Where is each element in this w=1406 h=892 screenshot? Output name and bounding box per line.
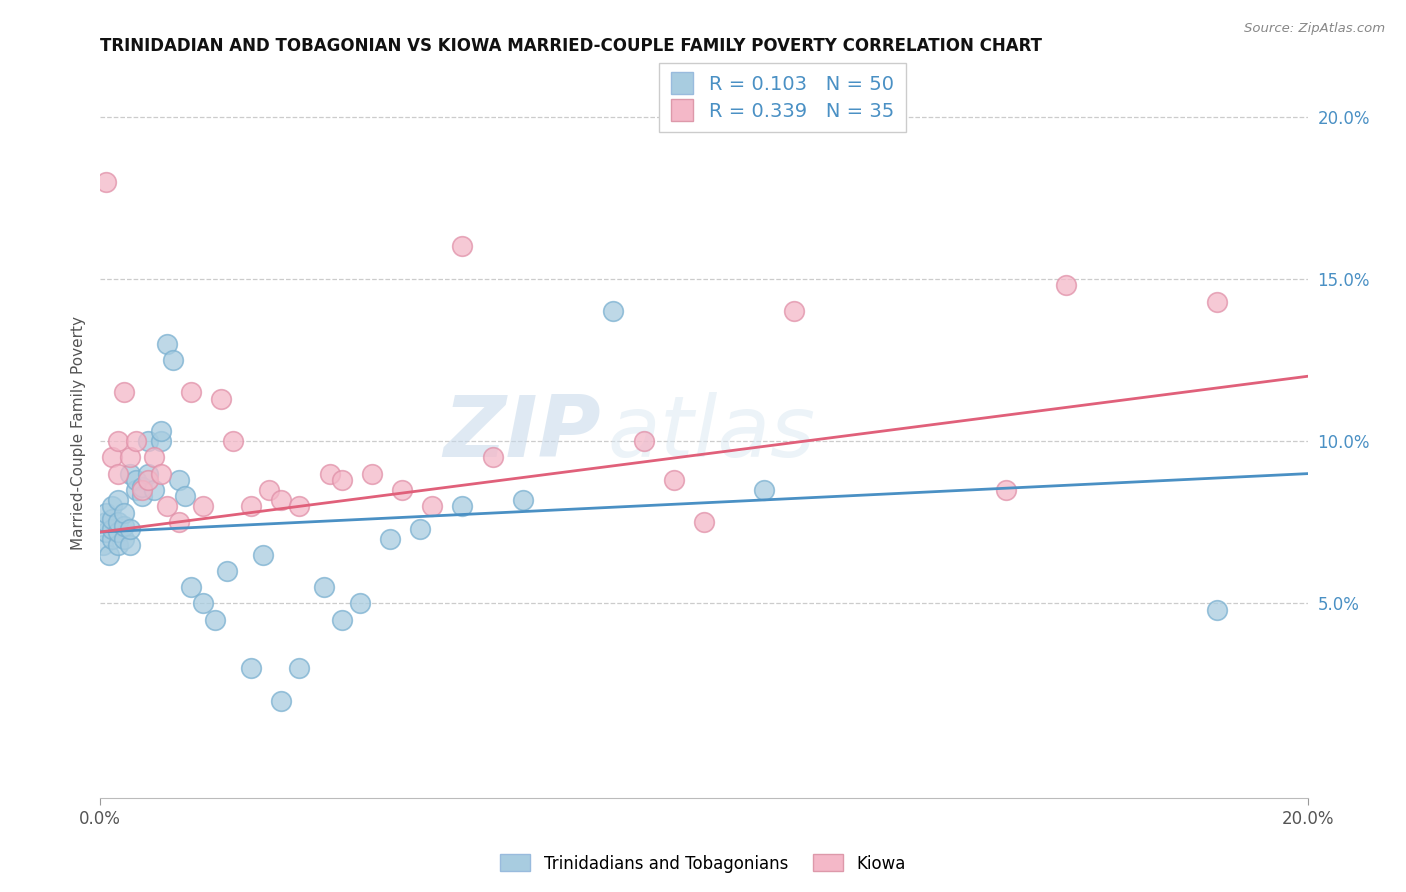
Point xyxy=(101,532,124,546)
Point xyxy=(288,661,311,675)
Point xyxy=(155,499,177,513)
Point xyxy=(167,473,190,487)
Point xyxy=(112,532,135,546)
Text: TRINIDADIAN AND TOBAGONIAN VS KIOWA MARRIED-COUPLE FAMILY POVERTY CORRELATION CH: TRINIDADIAN AND TOBAGONIAN VS KIOWA MARR… xyxy=(100,37,1042,55)
Y-axis label: Married-Couple Family Poverty: Married-Couple Family Poverty xyxy=(72,316,86,550)
Point xyxy=(257,483,280,497)
Point xyxy=(288,499,311,513)
Point xyxy=(101,522,124,536)
Point xyxy=(155,336,177,351)
Point xyxy=(1054,278,1077,293)
Point xyxy=(693,516,716,530)
Point xyxy=(112,506,135,520)
Point xyxy=(120,538,142,552)
Point xyxy=(91,538,114,552)
Point xyxy=(96,524,118,539)
Text: Source: ZipAtlas.com: Source: ZipAtlas.com xyxy=(1244,22,1385,36)
Point xyxy=(1206,294,1229,309)
Point xyxy=(409,522,432,536)
Point xyxy=(633,434,655,449)
Point xyxy=(131,489,153,503)
Point xyxy=(420,499,443,513)
Point xyxy=(330,613,353,627)
Point xyxy=(112,518,135,533)
Point xyxy=(783,304,806,318)
Point xyxy=(391,483,413,497)
Point xyxy=(162,353,184,368)
Point xyxy=(143,450,166,465)
Point xyxy=(754,483,776,497)
Point xyxy=(138,467,160,481)
Point xyxy=(270,492,292,507)
Point xyxy=(125,473,148,487)
Point xyxy=(240,499,263,513)
Point xyxy=(107,524,129,539)
Point xyxy=(101,512,124,526)
Point xyxy=(149,467,172,481)
Point xyxy=(120,522,142,536)
Point xyxy=(149,425,172,439)
Point xyxy=(330,473,353,487)
Point xyxy=(143,483,166,497)
Point xyxy=(222,434,245,449)
Point xyxy=(112,385,135,400)
Point xyxy=(107,538,129,552)
Point xyxy=(204,613,226,627)
Point xyxy=(270,694,292,708)
Point xyxy=(107,492,129,507)
Point xyxy=(107,516,129,530)
Point xyxy=(360,467,382,481)
Point xyxy=(96,516,118,530)
Point xyxy=(125,434,148,449)
Point xyxy=(180,385,202,400)
Point xyxy=(451,499,474,513)
Point xyxy=(120,450,142,465)
Point xyxy=(101,450,124,465)
Point xyxy=(96,506,118,520)
Point xyxy=(125,483,148,497)
Text: atlas: atlas xyxy=(607,392,815,475)
Point xyxy=(662,473,685,487)
Point xyxy=(378,532,401,546)
Point xyxy=(98,548,121,562)
Point xyxy=(131,483,153,497)
Point xyxy=(481,450,503,465)
Point xyxy=(318,467,340,481)
Point xyxy=(994,483,1017,497)
Point xyxy=(602,304,624,318)
Point xyxy=(209,392,232,406)
Point xyxy=(107,434,129,449)
Legend: Trinidadians and Tobagonians, Kiowa: Trinidadians and Tobagonians, Kiowa xyxy=(494,847,912,880)
Point xyxy=(138,473,160,487)
Text: ZIP: ZIP xyxy=(444,392,602,475)
Point xyxy=(180,580,202,594)
Point xyxy=(191,499,214,513)
Point xyxy=(131,480,153,494)
Point xyxy=(240,661,263,675)
Point xyxy=(215,564,238,578)
Point xyxy=(512,492,534,507)
Point xyxy=(167,516,190,530)
Point xyxy=(349,596,371,610)
Point xyxy=(107,467,129,481)
Point xyxy=(451,239,474,253)
Point xyxy=(173,489,195,503)
Point xyxy=(120,467,142,481)
Point xyxy=(252,548,274,562)
Point xyxy=(138,434,160,449)
Point xyxy=(101,499,124,513)
Point xyxy=(149,434,172,449)
Legend: R = 0.103   N = 50, R = 0.339   N = 35: R = 0.103 N = 50, R = 0.339 N = 35 xyxy=(658,63,905,132)
Point xyxy=(1206,603,1229,617)
Point xyxy=(96,175,118,189)
Point xyxy=(191,596,214,610)
Point xyxy=(312,580,335,594)
